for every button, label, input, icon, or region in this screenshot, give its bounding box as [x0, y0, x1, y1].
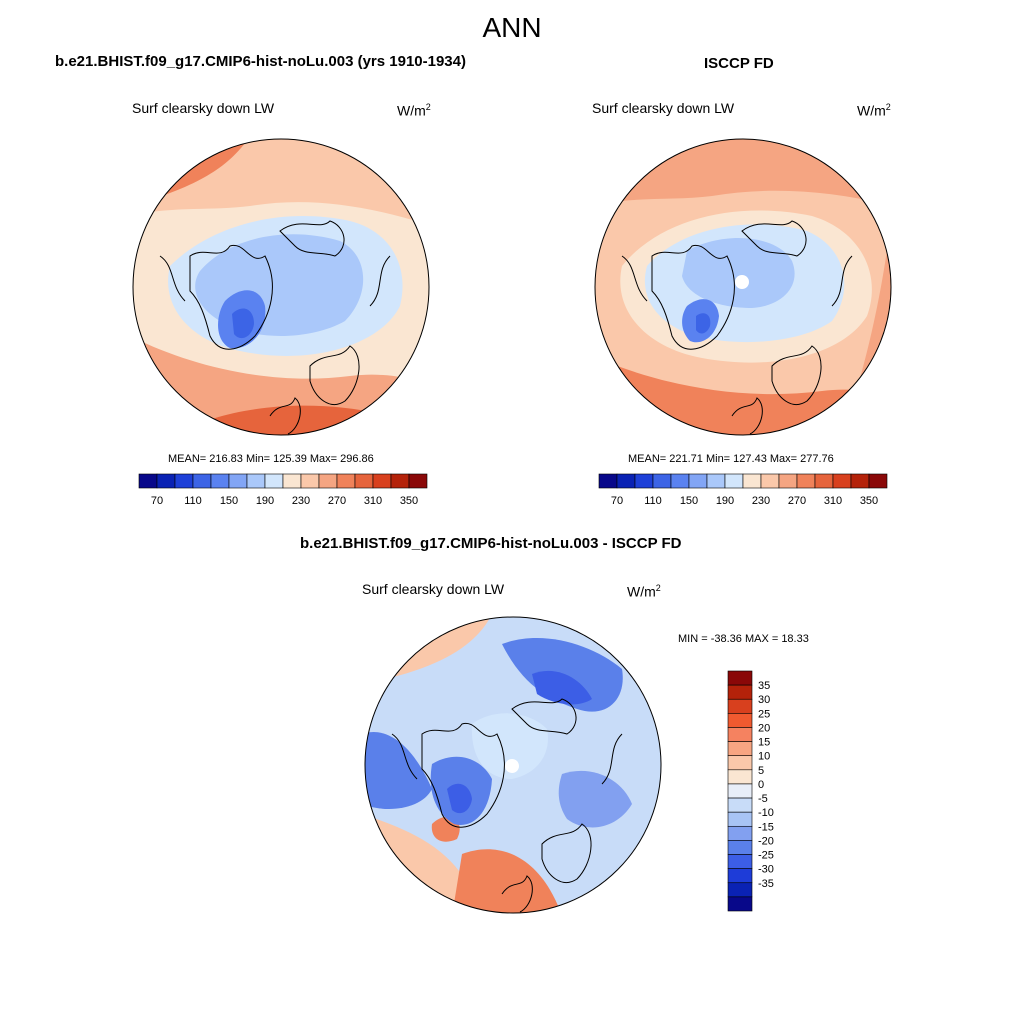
obs-colorbar-swatch	[778, 473, 798, 489]
obs-colorbar-tick-label: 270	[788, 495, 806, 507]
model-colorbar-swatch	[300, 473, 320, 489]
model-colorbar-swatch	[138, 473, 158, 489]
diff-colorbar-tick-label: -35	[758, 878, 774, 890]
diff-colorbar-tick-label: 5	[758, 765, 764, 777]
diff-colorbar-swatch	[727, 684, 753, 700]
obs-colorbar-tick-label: 190	[716, 495, 734, 507]
diff-colorbar-swatch	[727, 727, 753, 742]
diff-colorbar-tick-label: -30	[758, 864, 774, 876]
model-colorbar-tick-label: 190	[256, 495, 274, 507]
obs-colorbar-swatch	[796, 473, 816, 489]
diff-colorbar-tick-label: 30	[758, 694, 770, 706]
obs-colorbar-tick-label: 350	[860, 495, 878, 507]
obs-colorbar-swatch	[814, 473, 834, 489]
diff-colorbar-swatch	[727, 769, 753, 785]
diff-colorbar-swatch	[727, 840, 753, 855]
obs-colorbar-tick-label: 230	[752, 495, 770, 507]
diff-colorbar-tick-label: 35	[758, 680, 770, 692]
diff-colorbar-tick-label: 20	[758, 722, 770, 734]
model-panel-title: b.e21.BHIST.f09_g17.CMIP6-hist-noLu.003 …	[55, 53, 466, 70]
obs-colorbar-swatch	[634, 473, 654, 489]
model-colorbar-tick-label: 70	[151, 495, 163, 507]
model-colorbar-swatch	[282, 473, 302, 489]
obs-colorbar-swatch	[616, 473, 636, 489]
diff-colorbar-swatch	[727, 882, 753, 898]
model-colorbar-swatch	[390, 473, 410, 489]
obs-colorbar-swatch	[742, 473, 762, 489]
model-colorbar-tick-label: 310	[364, 495, 382, 507]
diff-colorbar-tick-label: -5	[758, 793, 768, 805]
model-colorbar-swatch	[408, 473, 428, 489]
obs-colorbar-swatch	[760, 473, 780, 489]
model-colorbar: 70 110 150 190 230 270 310 350	[138, 473, 428, 507]
obs-unit-label: W/m2	[857, 102, 891, 119]
diff-stats: MIN = -38.36 MAX = 18.33	[678, 633, 809, 645]
model-colorbar-tick-label: 110	[184, 495, 202, 507]
obs-colorbar-swatch	[652, 473, 672, 489]
obs-colorbar-swatch	[832, 473, 852, 489]
obs-colorbar-swatch	[688, 473, 708, 489]
diff-colorbar-swatch	[727, 755, 753, 771]
model-variable-label: Surf clearsky down LW	[132, 100, 275, 116]
model-colorbar-swatch	[372, 473, 392, 489]
diff-colorbar-swatch	[727, 896, 753, 912]
model-colorbar-swatch	[264, 473, 284, 489]
model-colorbar-tick-label: 230	[292, 495, 310, 507]
obs-stats: MEAN= 221.71 Min= 127.43 Max= 277.76	[628, 453, 834, 465]
obs-colorbar-swatch	[598, 473, 618, 489]
diff-colorbar-swatch	[727, 811, 753, 827]
diff-colorbar-tick-label: -10	[758, 807, 774, 819]
obs-variable-label: Surf clearsky down LW	[592, 100, 735, 116]
model-colorbar-swatch	[192, 473, 212, 489]
obs-colorbar-swatch	[706, 473, 726, 489]
model-colorbar-swatch	[174, 473, 194, 489]
model-colorbar-swatch	[210, 473, 230, 489]
diff-colorbar-tick-label: 15	[758, 737, 770, 749]
figure-title: ANN	[482, 12, 542, 43]
obs-polar-map	[594, 138, 892, 436]
obs-colorbar-swatch	[724, 473, 744, 489]
model-polar-map	[132, 138, 430, 436]
diff-colorbar-tick-label: 25	[758, 708, 770, 720]
diff-colorbar-swatch	[727, 825, 753, 841]
diff-colorbar-swatch	[727, 854, 753, 869]
obs-colorbar-tick-label: 110	[644, 495, 662, 507]
model-colorbar-swatch	[318, 473, 338, 489]
diff-colorbar-swatch	[727, 670, 753, 686]
diff-panel-title: b.e21.BHIST.f09_g17.CMIP6-hist-noLu.003 …	[300, 535, 682, 552]
obs-colorbar-swatch	[868, 473, 888, 489]
obs-colorbar-swatch	[850, 473, 870, 489]
obs-panel-title: ISCCP FD	[704, 55, 774, 72]
obs-colorbar-tick-label: 310	[824, 495, 842, 507]
diff-colorbar-tick-label: 10	[758, 751, 770, 763]
diff-unit-label: W/m2	[627, 583, 661, 600]
diff-colorbar-tick-label: 0	[758, 779, 764, 791]
diff-colorbar-swatch	[727, 797, 753, 813]
obs-colorbar-tick-label: 70	[611, 495, 623, 507]
diff-polar-map	[364, 616, 662, 914]
model-unit-label: W/m2	[397, 102, 431, 119]
diff-colorbar-tick-label: -25	[758, 850, 774, 862]
diff-colorbar-swatch	[727, 741, 753, 757]
model-colorbar-swatch	[354, 473, 374, 489]
model-colorbar-tick-label: 150	[220, 495, 238, 507]
diff-colorbar-swatch	[727, 713, 753, 728]
diff-colorbar-swatch	[727, 698, 753, 714]
diff-colorbar-swatch	[727, 868, 753, 884]
diff-colorbar-tick-label: -20	[758, 835, 774, 847]
model-colorbar-tick-label: 270	[328, 495, 346, 507]
model-colorbar-swatch	[156, 473, 176, 489]
obs-colorbar-tick-label: 150	[680, 495, 698, 507]
diff-colorbar-swatch	[727, 783, 753, 799]
diff-variable-label: Surf clearsky down LW	[362, 581, 505, 597]
model-colorbar-tick-label: 350	[400, 495, 418, 507]
diff-colorbar-tick-label: -15	[758, 821, 774, 833]
diff-colorbar: 35 30 25 20 15 10 5 0 -5 -10 -15 -20 -25 -30 -35	[727, 670, 774, 912]
obs-colorbar: 70 110 150 190 230 270 310 350	[598, 473, 888, 507]
model-colorbar-swatch	[246, 473, 266, 489]
model-stats: MEAN= 216.83 Min= 125.39 Max= 296.86	[168, 453, 374, 465]
obs-colorbar-swatch	[670, 473, 690, 489]
model-colorbar-swatch	[336, 473, 356, 489]
model-colorbar-swatch	[228, 473, 248, 489]
